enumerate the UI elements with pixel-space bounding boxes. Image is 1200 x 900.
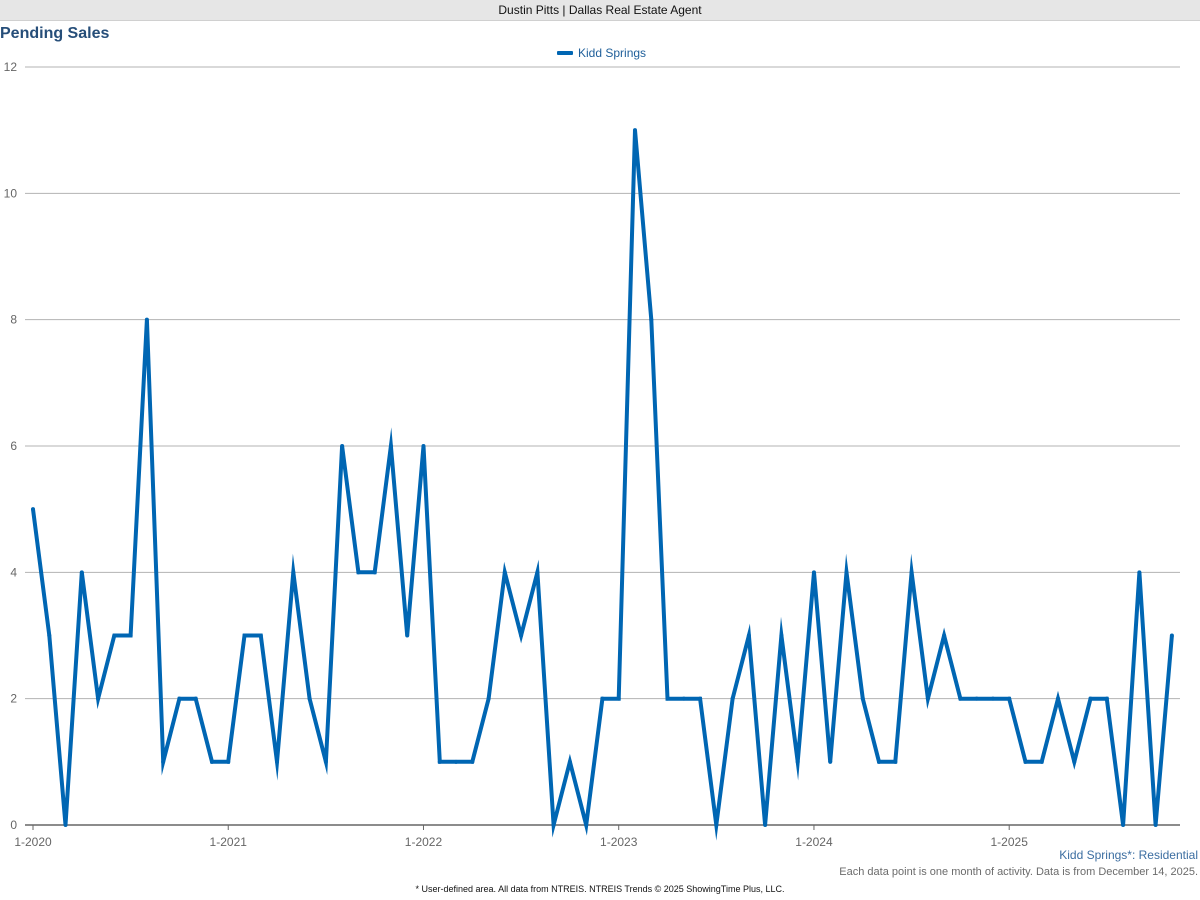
y-tick-label: 2: [10, 692, 17, 706]
data-point: [535, 570, 540, 575]
data-point: [323, 759, 328, 764]
data-point: [811, 570, 816, 575]
data-point: [763, 823, 768, 827]
data-point: [1169, 633, 1174, 638]
data-point: [258, 633, 263, 638]
x-tick-label: 1-2020: [14, 835, 52, 849]
data-point: [193, 696, 198, 701]
y-tick-label: 8: [10, 313, 17, 327]
data-point: [551, 823, 556, 827]
x-tick-label: 1-2024: [795, 835, 833, 849]
data-point: [909, 570, 914, 575]
data-point: [649, 317, 654, 322]
data-point: [291, 570, 296, 575]
data-point: [584, 823, 589, 827]
data-point: [632, 128, 637, 133]
report-header: Dustin Pitts | Dallas Real Estate Agent: [0, 0, 1200, 21]
data-point: [275, 759, 280, 764]
data-point: [828, 759, 833, 764]
data-point: [974, 696, 979, 701]
data-point: [1007, 696, 1012, 701]
data-point: [714, 823, 719, 827]
data-point: [519, 633, 524, 638]
series-line-kidd-springs: [31, 130, 1174, 841]
data-point: [1056, 696, 1061, 701]
data-point: [942, 633, 947, 638]
data-point: [340, 444, 345, 448]
data-point: [616, 696, 621, 701]
data-point: [372, 570, 377, 575]
legend: Kidd Springs: [557, 46, 646, 60]
data-point: [567, 759, 572, 764]
data-point: [112, 633, 117, 638]
data-point: [96, 696, 101, 701]
data-point: [1153, 823, 1158, 827]
data-point: [746, 633, 751, 638]
y-tick-label: 10: [4, 186, 18, 200]
data-point: [1088, 696, 1093, 701]
data-point: [226, 759, 231, 764]
data-point: [1104, 696, 1109, 701]
data-point: [405, 633, 410, 638]
data-point: [1023, 759, 1028, 764]
data-point: [209, 759, 214, 764]
data-point: [242, 633, 247, 638]
data-point: [356, 570, 361, 575]
chart-title: Pending Sales: [0, 25, 110, 42]
y-tick-label: 4: [10, 565, 17, 579]
data-point: [600, 696, 605, 701]
data-point: [795, 759, 800, 764]
data-point: [486, 696, 491, 701]
data-point: [63, 823, 68, 827]
data-point: [31, 507, 35, 512]
area-label: Kidd Springs*: Residential: [1059, 848, 1198, 862]
x-tick-label: 1-2021: [210, 835, 248, 849]
data-point: [454, 759, 459, 764]
data-point: [161, 759, 166, 764]
y-tick-label: 12: [4, 60, 18, 74]
data-point: [79, 570, 84, 575]
data-point: [1121, 823, 1126, 827]
data-point: [877, 759, 882, 764]
data-point: [437, 759, 442, 764]
data-point: [990, 696, 995, 701]
data-point: [502, 570, 507, 575]
data-point: [177, 696, 182, 701]
data-point: [1039, 759, 1044, 764]
data-note: Each data point is one month of activity…: [839, 866, 1198, 878]
data-point: [681, 696, 686, 701]
legend-swatch: [557, 51, 573, 55]
data-point: [665, 696, 670, 701]
data-point: [307, 696, 312, 701]
data-point: [421, 444, 426, 448]
data-point: [47, 633, 52, 638]
data-point: [1072, 759, 1077, 764]
data-point: [844, 570, 849, 575]
data-point: [388, 444, 393, 448]
data-point: [470, 759, 475, 764]
data-point: [128, 633, 133, 638]
data-point: [958, 696, 963, 701]
y-tick-label: 6: [10, 439, 17, 453]
data-point: [730, 696, 735, 701]
x-tick-label: 1-2022: [405, 835, 443, 849]
data-point: [1137, 570, 1142, 575]
data-point: [893, 759, 898, 764]
x-tick-label: 1-2023: [600, 835, 638, 849]
data-point: [779, 633, 784, 638]
x-tick-label: 1-2025: [991, 835, 1029, 849]
data-point: [860, 696, 865, 701]
data-point: [144, 317, 149, 322]
y-tick-label: 0: [10, 818, 17, 832]
legend-label: Kidd Springs: [578, 46, 647, 60]
data-point: [925, 696, 930, 701]
data-point: [698, 696, 703, 701]
footer-note: * User-defined area. All data from NTREI…: [415, 884, 785, 894]
